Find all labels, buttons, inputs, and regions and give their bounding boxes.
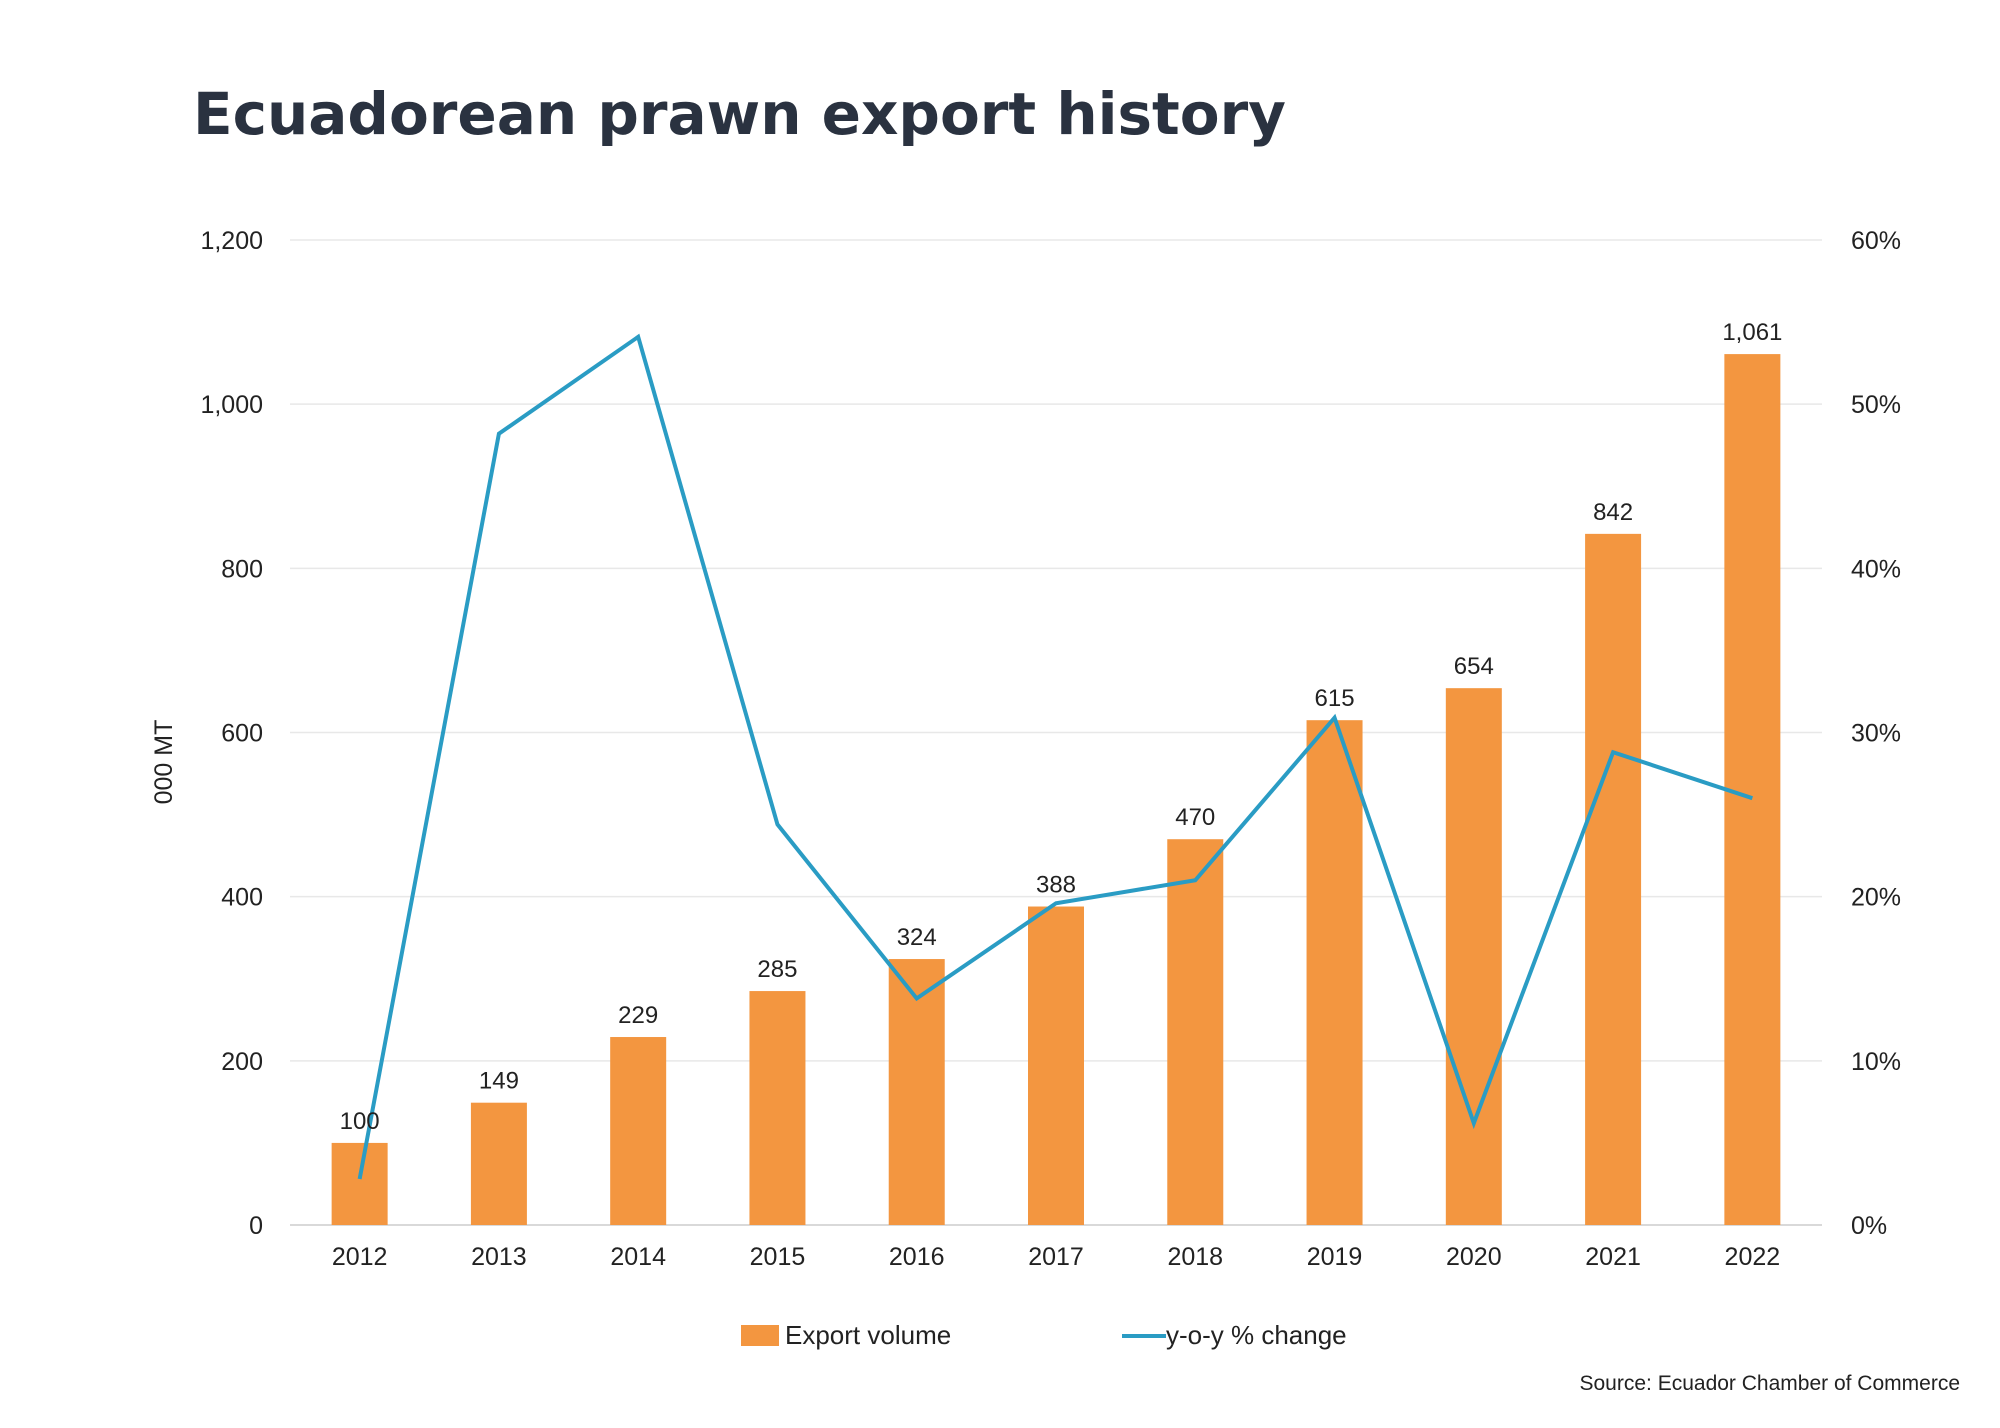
bar-data-label: 470 (1175, 804, 1215, 831)
y2-tick-label: 30% (1851, 720, 1901, 748)
chart-title: Ecuadorean prawn export history (193, 80, 1286, 148)
x-tick-label: 2018 (1167, 1243, 1223, 1271)
bar (1724, 354, 1781, 1225)
y2-tick-label: 10% (1851, 1048, 1901, 1076)
legend-swatch-export-volume (741, 1325, 779, 1346)
y-tick-label: 400 (221, 884, 263, 912)
x-tick-label: 2021 (1585, 1243, 1641, 1271)
y-tick-label: 800 (221, 555, 263, 583)
y2-tick-label: 0% (1851, 1212, 1887, 1240)
bar (749, 991, 806, 1225)
bar (610, 1037, 667, 1225)
y-tick-label: 1,200 (200, 227, 263, 255)
bar-data-label: 229 (618, 1002, 658, 1029)
x-tick-label: 2022 (1725, 1243, 1781, 1271)
bar-data-label: 388 (1036, 872, 1076, 899)
y-tick-label: 200 (221, 1048, 263, 1076)
legend-label-yoy-change: y-o-y % change (1166, 1320, 1347, 1350)
bar-data-label: 149 (479, 1068, 519, 1095)
bar (1306, 720, 1363, 1225)
y-tick-label: 0 (249, 1212, 263, 1240)
bar (1585, 533, 1642, 1225)
bar-data-label: 654 (1454, 653, 1494, 680)
bar-data-label: 100 (340, 1108, 380, 1135)
bar (470, 1102, 527, 1225)
y2-tick-label: 40% (1851, 555, 1901, 583)
bar-data-label: 842 (1593, 499, 1633, 526)
yoy-change-line (357, 333, 1753, 1180)
bar-data-label: 615 (1315, 685, 1355, 712)
x-tick-label: 2019 (1307, 1243, 1363, 1271)
x-tick-label: 2017 (1028, 1243, 1084, 1271)
y2-tick-label: 50% (1851, 391, 1901, 419)
source-note: Source: Ecuador Chamber of Commerce (1579, 1372, 1961, 1395)
bar (1028, 906, 1084, 1225)
y-axis-label: 000 MT (150, 720, 178, 805)
x-tick-label: 2013 (471, 1243, 527, 1271)
x-tick-label: 2014 (610, 1243, 666, 1271)
bar (331, 1142, 388, 1225)
bar (1445, 688, 1502, 1225)
y-tick-label: 600 (221, 720, 263, 748)
y2-tick-label: 20% (1851, 884, 1901, 912)
legend-label-export-volume: Export volume (785, 1320, 951, 1350)
x-tick-label: 2016 (889, 1243, 945, 1271)
y-tick-label: 1,000 (200, 391, 263, 419)
bar (1167, 839, 1224, 1225)
x-tick-label: 2020 (1446, 1243, 1502, 1271)
bar-data-label: 285 (757, 956, 797, 983)
x-tick-label: 2012 (332, 1243, 388, 1271)
bar-data-label: 1,061 (1722, 319, 1782, 346)
y2-tick-label: 60% (1851, 227, 1901, 255)
bar-data-label: 324 (897, 924, 937, 951)
x-tick-label: 2015 (750, 1243, 806, 1271)
bar (888, 959, 945, 1225)
